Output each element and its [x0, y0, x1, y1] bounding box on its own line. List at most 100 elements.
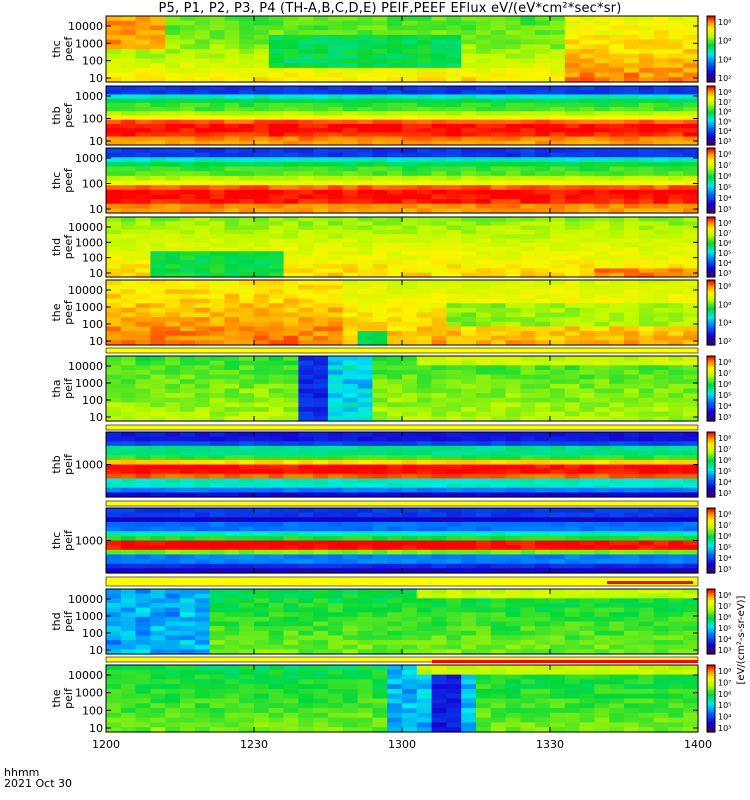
heat-cell [564, 194, 581, 200]
heat-cell [550, 272, 566, 278]
colorbar-segment [707, 514, 715, 518]
heat-cell [520, 119, 536, 125]
heat-cell [342, 77, 359, 83]
heat-cell [609, 445, 625, 452]
heat-cell [476, 379, 492, 385]
heat-cell [535, 229, 551, 235]
heat-cell [328, 107, 344, 112]
heat-cell [313, 563, 329, 569]
colorbar-segment [707, 323, 715, 327]
heat-cell [313, 450, 329, 456]
heat-cell [106, 242, 122, 248]
heat-cell [120, 199, 137, 205]
heat-cell [402, 545, 418, 551]
heat-cell [135, 317, 151, 323]
heat-cell [194, 473, 211, 480]
heat-cell [653, 194, 669, 200]
heat-cell [342, 152, 359, 158]
heat-cell [653, 303, 669, 309]
heat-cell [106, 189, 122, 196]
heat-cell [609, 450, 625, 456]
heat-cell [683, 264, 699, 270]
heat-cell [194, 612, 211, 618]
heat-cell [505, 25, 521, 31]
heat-cell [476, 540, 492, 546]
heat-cell [135, 208, 151, 214]
heat-cell [357, 512, 373, 518]
heat-cell [416, 298, 433, 304]
heat-cell [476, 554, 492, 560]
heat-cell [653, 407, 669, 413]
heat-cell [165, 58, 181, 64]
heat-cell [490, 255, 507, 261]
heat-cell [461, 20, 477, 27]
heat-cell [490, 411, 507, 417]
heat-cell [165, 175, 181, 182]
heat-cell [209, 136, 225, 142]
colorbar-frame [706, 507, 716, 574]
heat-cell [683, 152, 699, 158]
heat-cell [609, 58, 625, 64]
heat-cell [268, 189, 285, 196]
heat-cell [431, 331, 447, 337]
heat-cell [224, 307, 240, 314]
heat-cell [194, 374, 211, 380]
heat-cell [638, 298, 655, 304]
heat-cell [579, 16, 595, 22]
heat-cell [268, 545, 285, 551]
heat-cell [313, 293, 329, 300]
heat-cell [150, 360, 166, 366]
heat-cell [446, 517, 462, 523]
heat-cell [372, 44, 388, 50]
heat-cell [402, 280, 418, 286]
heat-cell [357, 549, 373, 556]
heat-cell [579, 208, 595, 214]
heat-cell [135, 593, 151, 599]
heat-cell [268, 356, 285, 362]
heat-cell [476, 317, 492, 323]
heat-cell [194, 166, 211, 172]
heat-cell [268, 469, 285, 475]
heat-cell [135, 416, 151, 422]
heat-cell [638, 365, 655, 371]
heat-cell [520, 312, 536, 318]
heat-cell [135, 44, 151, 50]
heat-cell [624, 238, 640, 244]
heat-cell [194, 436, 211, 442]
heat-cell [609, 407, 625, 413]
heat-cell [683, 388, 699, 394]
heat-cell [180, 455, 196, 461]
heat-cell [653, 208, 669, 214]
heat-cell [165, 251, 181, 257]
heat-cell [535, 39, 551, 45]
heat-cell [165, 492, 181, 498]
colorbar-segment [707, 445, 715, 448]
heat-cell [653, 242, 669, 248]
heat-cell [165, 360, 181, 366]
heat-cell [180, 115, 196, 121]
heat-cell [668, 203, 684, 209]
colorbar-segment [707, 182, 715, 186]
heat-cell [357, 44, 373, 50]
colorbar-segment [707, 27, 715, 30]
heat-cell [490, 459, 507, 466]
heat-cell [446, 360, 462, 366]
y-axis-label: peif [62, 529, 75, 551]
heat-cell [150, 459, 166, 466]
heat-cell [283, 161, 299, 168]
heat-cell [209, 247, 225, 252]
heat-cell [550, 483, 566, 489]
heat-cell [387, 115, 403, 121]
heat-cell [490, 72, 507, 78]
heat-cell [150, 388, 166, 394]
heat-cell [505, 441, 521, 447]
heat-cell [342, 194, 359, 200]
colorbar-segment [707, 117, 715, 121]
heat-cell [387, 402, 403, 408]
heat-cell [564, 293, 581, 300]
heat-cell [476, 208, 492, 214]
heat-cell [180, 175, 196, 182]
heat-cell [239, 365, 255, 371]
heat-cell [165, 234, 181, 240]
heat-cell [446, 483, 462, 489]
